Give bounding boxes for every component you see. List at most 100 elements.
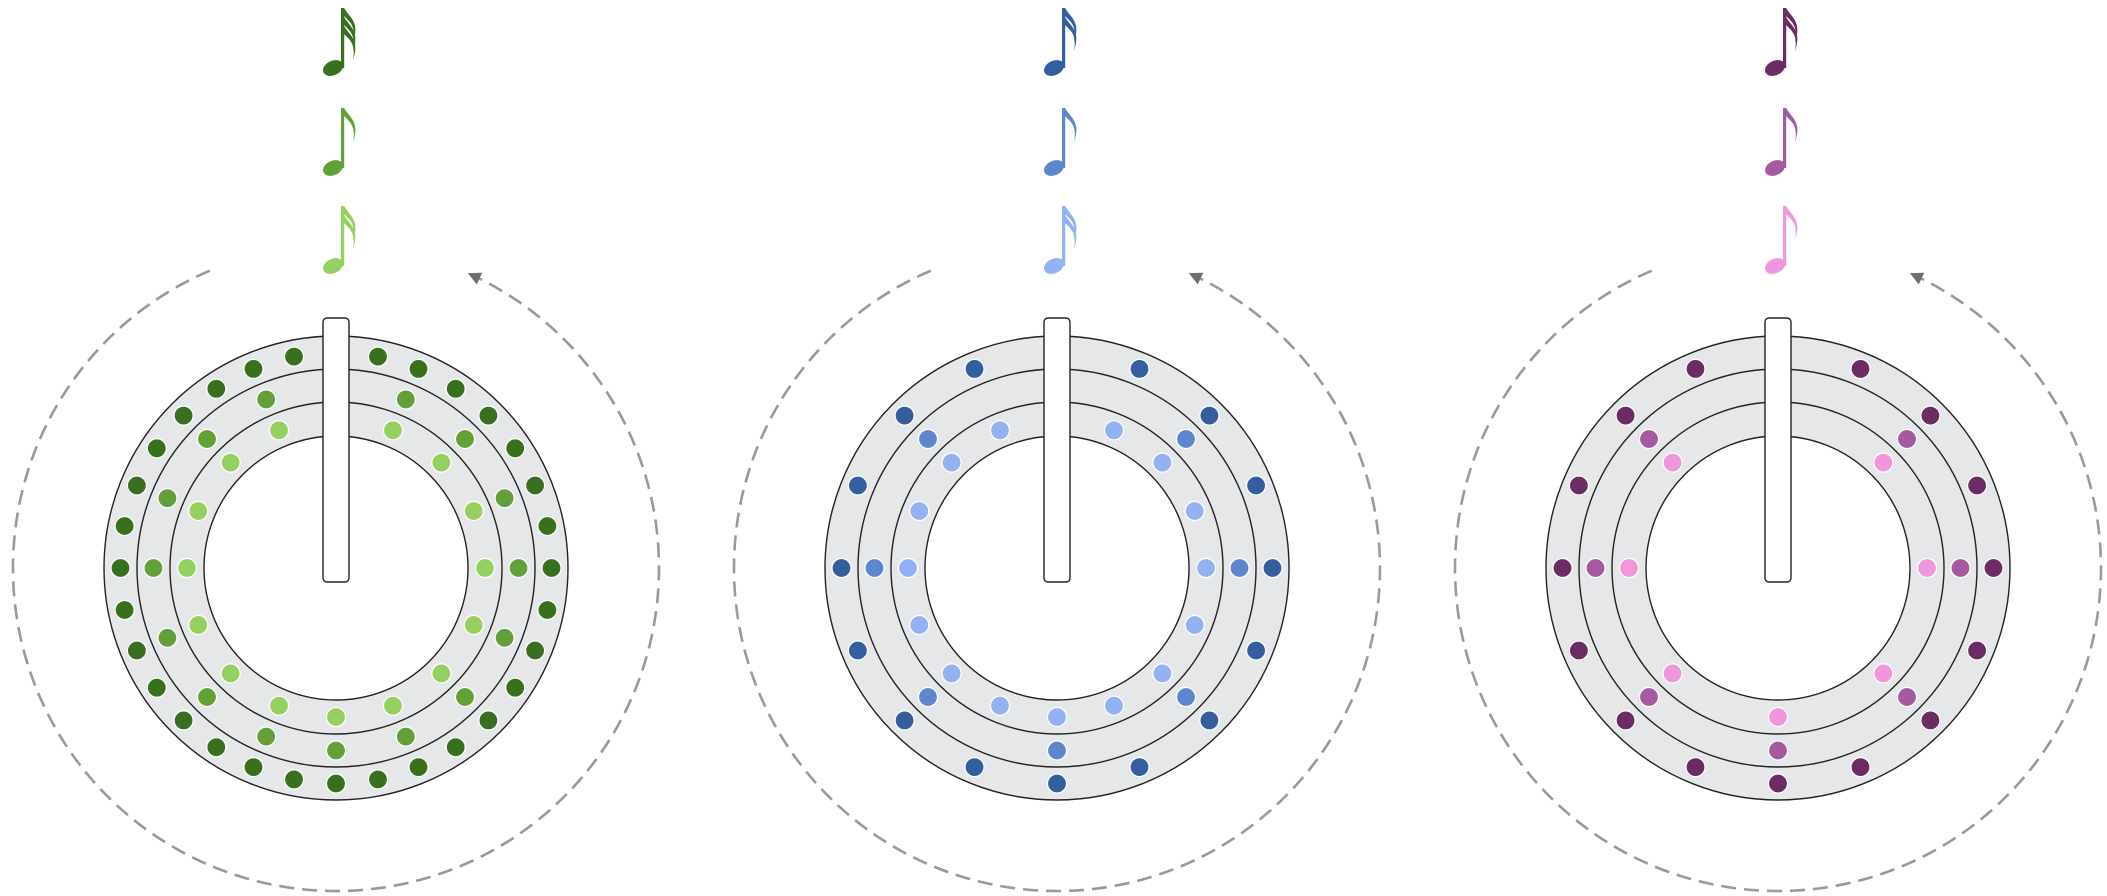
beat-dot xyxy=(1916,557,1938,579)
note-flag xyxy=(1065,206,1077,240)
note-stem xyxy=(1062,108,1066,168)
wheel-purple xyxy=(1453,8,2103,893)
note-head xyxy=(323,60,343,76)
note-head xyxy=(1765,60,1785,76)
beat-dot xyxy=(243,358,264,379)
beat-dot xyxy=(173,710,194,731)
beat-dot xyxy=(989,420,1011,441)
note-head xyxy=(1765,258,1785,274)
beat-dot xyxy=(894,710,915,731)
note-flag xyxy=(1065,8,1077,42)
beat-dot xyxy=(1920,710,1941,731)
beat-dot xyxy=(1552,557,1573,579)
note-flag xyxy=(1065,108,1077,142)
outer-ring-beats xyxy=(110,346,562,794)
note-flag xyxy=(1786,108,1798,142)
beat-dot xyxy=(964,358,985,379)
beat-dot xyxy=(157,488,178,509)
note-head xyxy=(323,160,343,176)
beat-dot xyxy=(1046,773,1068,794)
beat-dot xyxy=(909,614,930,636)
beat-dot xyxy=(463,500,484,522)
beat-dot xyxy=(1966,640,1988,661)
beat-dot xyxy=(395,389,416,410)
note-stack xyxy=(1765,8,1798,274)
note-stem xyxy=(1062,206,1066,266)
beat-dot xyxy=(1129,358,1150,379)
note-head xyxy=(323,258,343,274)
beat-dot xyxy=(917,686,939,708)
beat-dot xyxy=(196,686,218,708)
sixteenth-note-icon xyxy=(323,206,356,274)
beat-dot xyxy=(220,663,241,684)
beat-dot xyxy=(524,475,546,496)
beat-dot xyxy=(864,557,885,579)
note-flag xyxy=(1065,17,1077,51)
note-stem xyxy=(1783,8,1787,68)
beat-dot xyxy=(1767,773,1789,794)
beat-dot xyxy=(474,557,496,579)
note-head xyxy=(1044,258,1064,274)
beat-dot xyxy=(454,686,476,708)
note-flag xyxy=(344,108,356,142)
beat-dot xyxy=(445,378,466,399)
beat-dot xyxy=(1896,428,1918,450)
beat-dot xyxy=(1638,428,1660,450)
beat-dot xyxy=(964,756,985,778)
beat-dot xyxy=(894,405,915,426)
beat-dot xyxy=(1873,663,1894,684)
beat-dot xyxy=(478,405,499,426)
beat-dot xyxy=(1046,706,1068,728)
beat-dot xyxy=(505,438,526,459)
beat-dot xyxy=(1152,452,1173,473)
beat-dot xyxy=(1184,614,1205,636)
outer-ring-beats xyxy=(1552,358,2004,794)
beat-dot xyxy=(917,428,939,450)
sixteenth-note-icon xyxy=(1044,206,1077,274)
beat-dot xyxy=(176,557,198,579)
beat-dot xyxy=(114,599,135,621)
beat-dot xyxy=(537,599,558,621)
beat-dot xyxy=(367,346,389,367)
beat-dot xyxy=(847,475,869,496)
eighth-note-icon xyxy=(1765,108,1798,176)
playhead-bar xyxy=(1764,317,1792,583)
beat-dot xyxy=(941,663,962,684)
beat-dot xyxy=(1850,358,1871,379)
beat-dot xyxy=(143,557,164,579)
beat-dot xyxy=(1767,706,1789,728)
eighth-note-icon xyxy=(323,108,356,176)
beat-dot xyxy=(188,500,209,522)
beat-dot xyxy=(110,557,131,579)
beat-dot xyxy=(1920,405,1941,426)
beat-dot xyxy=(941,452,962,473)
beat-dot xyxy=(325,706,347,728)
note-flag xyxy=(344,8,356,42)
beat-dot xyxy=(1103,420,1125,441)
sixteenth-note-icon xyxy=(1044,8,1077,76)
note-flag xyxy=(344,17,356,51)
beat-dot xyxy=(206,737,227,758)
rotation-arrow xyxy=(732,269,1382,893)
note-stem xyxy=(341,206,345,266)
beat-dot xyxy=(505,677,526,698)
beat-dot xyxy=(989,695,1011,716)
middle-ring-beats xyxy=(1585,428,1971,761)
beat-dot xyxy=(463,614,484,636)
beat-dot xyxy=(897,557,919,579)
beat-dot xyxy=(1175,686,1197,708)
beat-dot xyxy=(114,515,135,537)
note-stem xyxy=(341,108,345,168)
beat-dot xyxy=(1229,557,1250,579)
beat-dot xyxy=(1129,756,1150,778)
beat-dot xyxy=(508,557,529,579)
note-head xyxy=(1765,160,1785,176)
beat-dot xyxy=(1199,405,1220,426)
beat-dot xyxy=(325,740,347,761)
note-stack xyxy=(1044,8,1077,274)
beat-dot xyxy=(408,756,429,778)
beat-dot xyxy=(146,438,167,459)
rotation-arrow xyxy=(1453,269,2103,893)
